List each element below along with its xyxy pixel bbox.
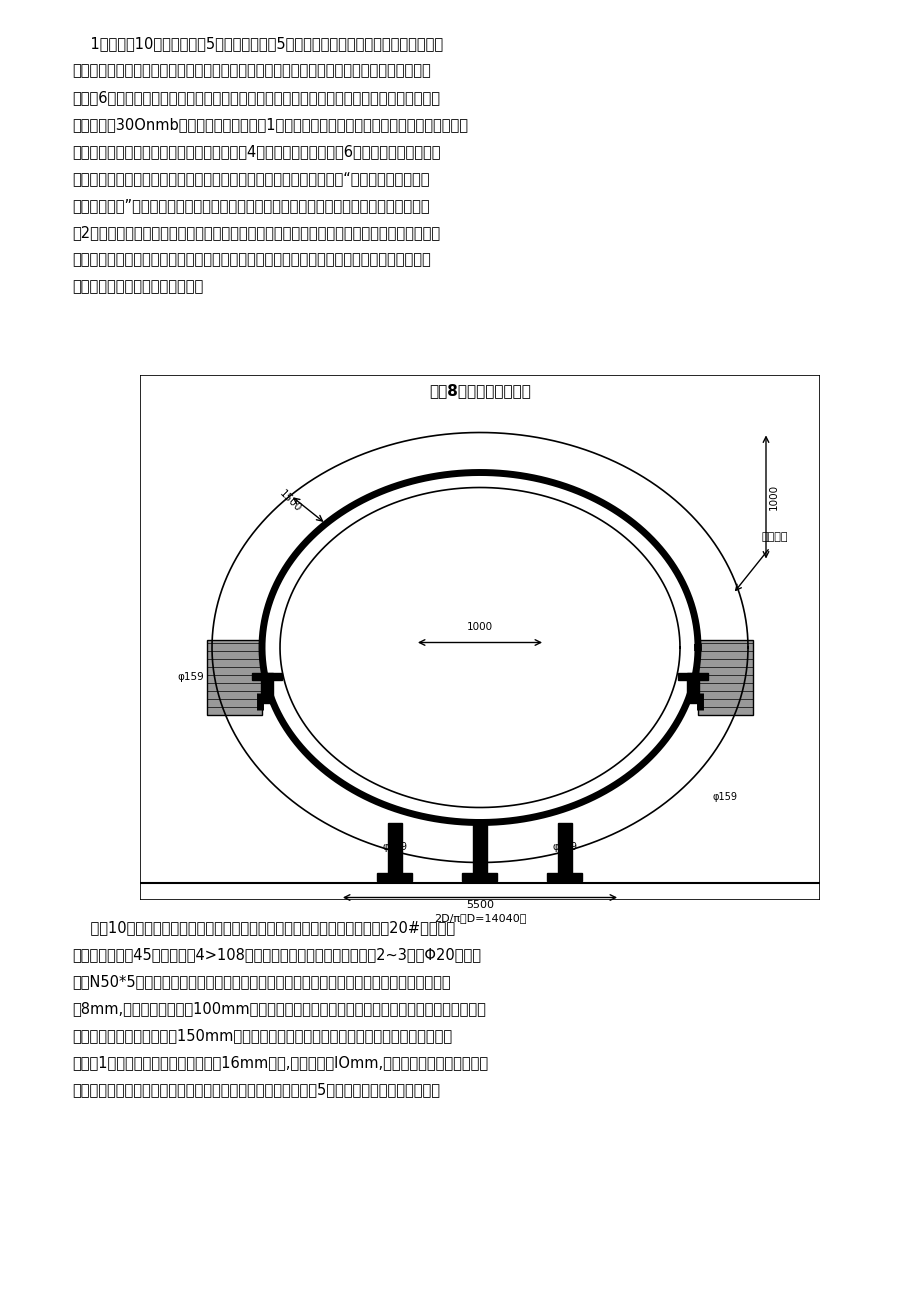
Text: φ159: φ159	[552, 843, 577, 852]
Polygon shape	[262, 472, 698, 822]
Text: 2D/π（D=14040）: 2D/π（D=14040）	[434, 913, 526, 924]
Bar	[677, 673, 708, 679]
Text: 水线平行作业”的要求。先用钓管运输台车做支撑平台，将上游侧的头三节钓管的下中心位置: 水线平行作业”的要求。先用钓管运输台车做支撑平台，将上游侧的头三节钓管的下中心位…	[72, 198, 429, 213]
Text: 具备了管内行走功能，能够满足一节压缝、一节焊接与一节超声探伤的“三节同时施工，呼流: 具备了管内行走功能，能够满足一节压缝、一节焊接与一节超声探伤的“三节同时施工，呼…	[72, 170, 429, 186]
Text: 系统锁杆: 系统锁杆	[761, 532, 788, 543]
Text: 剩何10节瓦片安装的加固务必高度重视，以防瓦片掉落伤人。考虑底部仍用20#工字钓做: 剩何10节瓦片安装的加固务必高度重视，以防瓦片掉落伤人。考虑底部仍用20#工字钓…	[72, 920, 455, 935]
Text: 放就位，之后在框架上搭设架管结构，形成管内压缝安装台车。利用安装台车逐节逐瓦片进行: 放就位，之后在框架上搭设架管结构，形成管内压缝安装台车。利用安装台车逐节逐瓦片进…	[72, 252, 430, 267]
Text: 承重支撑，腿部45度角方向用4>108的钓管做支撑兼加固，再往上每间2~3米用Φ20的圆钓: 承重支撑，腿部45度角方向用4>108的钓管做支撑兼加固，再往上每间2~3米用Φ…	[72, 947, 481, 961]
Bar	[558, 822, 572, 873]
Text: 安装压缝，同时进行焊接与探伤。: 安装压缝，同时进行焊接与探伤。	[72, 278, 203, 294]
Bar	[547, 873, 582, 881]
Text: 1000: 1000	[768, 484, 778, 510]
Text: 计一个6米长的可移动式管内安装台车来替代往常的内支撑。该台车上部为一圆型的架管结构，: 计一个6米长的可移动式管内安装台车来替代往常的内支撑。该台车上部为一圆型的架管结…	[72, 90, 439, 105]
Text: 严格执行预热要求）方可同意继续安装下一块瓦片。一节钓管用5块瓦片全部压缝完毕后，务必: 严格执行预热要求）方可同意继续安装下一块瓦片。一节钓管用5块瓦片全部压缝完毕后，…	[72, 1082, 439, 1097]
Text: 5500: 5500	[466, 900, 494, 911]
Text: φ159: φ159	[382, 843, 407, 852]
Bar	[686, 673, 698, 703]
Text: 或者N50*5以上角钓将加劲环与土建打入岩壁内的系统锁杆焊连，焊接采取双面焊，焊角不小: 或者N50*5以上角钓将加劲环与土建打入岩壁内的系统锁杆焊连，焊接采取双面焊，焊…	[72, 974, 450, 989]
Text: φ159: φ159	[177, 673, 204, 683]
Text: 1井洞剩何10节钓管全部〖5张瓦片构成，〖5直接就位在空中安装，因此往常设计的调: 1井洞剩何10节钓管全部〖5张瓦片构成，〖5直接就位在空中安装，因此往常设计的调	[72, 36, 443, 51]
Text: 最后8节钓管支撑加固图: 最后8节钓管支撑加固图	[428, 382, 530, 398]
Bar	[377, 873, 412, 881]
Bar	[207, 640, 262, 716]
Bar	[472, 822, 486, 873]
Text: 周边距管壅30Onmb架管横紖杆件的间距为1米，设有剪刀撑，类似于土建的承重排架。整个上: 周边距管壅30Onmb架管横紖杆件的间距为1米，设有剪刀撑，类似于土建的承重排架…	[72, 117, 468, 131]
Bar	[462, 873, 497, 881]
Bar	[388, 822, 402, 873]
Bar	[252, 673, 282, 679]
Text: φ159: φ159	[712, 792, 737, 803]
Text: 1000: 1000	[467, 622, 493, 632]
Text: 部结构坐落在一个矩形的工字钓框架上，下裈4个行走轮。这样，这个6米长的圆形架管结构就: 部结构坐落在一个矩形的工字钓框架上，下裈4个行走轮。这样，这个6米长的圆形架管结…	[72, 144, 440, 159]
Text: 接纵缝与环缝），都务必用150mm长的拉板将该瓦片与已安装好的瓦片或者钓管进行焊连，: 接纵缝与环缝），都务必用150mm长的拉板将该瓦片与已安装好的瓦片或者钓管进行焊…	[72, 1028, 451, 1043]
Text: 圆架形式的米字型内支撑无法使用，因此需考虑可站人、压缝与焊接探伤的新形式内支撑，设: 圆架形式的米字型内支撑无法使用，因此需考虑可站人、压缝与焊接探伤的新形式内支撑，…	[72, 62, 430, 78]
Text: （每隔1米务必有一道拉板，拉板厚度16mm以上,焊角不小于IOmm,拉板焊接由专业焊工操作，: （每隔1米务必有一道拉板，拉板厚度16mm以上,焊角不小于IOmm,拉板焊接由专…	[72, 1055, 488, 1069]
Bar	[698, 640, 752, 716]
Bar	[261, 673, 273, 703]
Text: 于8mm,搭接焊长度不短于100mm。每安装完一张瓦片（由于如今钓管未形成整圆，也未焊接连: 于8mm,搭接焊长度不短于100mm。每安装完一张瓦片（由于如今钓管未形成整圆，…	[72, 1000, 485, 1016]
Text: 的2张瓦片安装就位，焊接好底部支撑后将台车移走，将带行走轮的矩形工字钓框架在瓦片上摆: 的2张瓦片安装就位，焊接好底部支撑后将台车移走，将带行走轮的矩形工字钓框架在瓦片…	[72, 225, 439, 239]
Text: 1500: 1500	[277, 489, 302, 514]
